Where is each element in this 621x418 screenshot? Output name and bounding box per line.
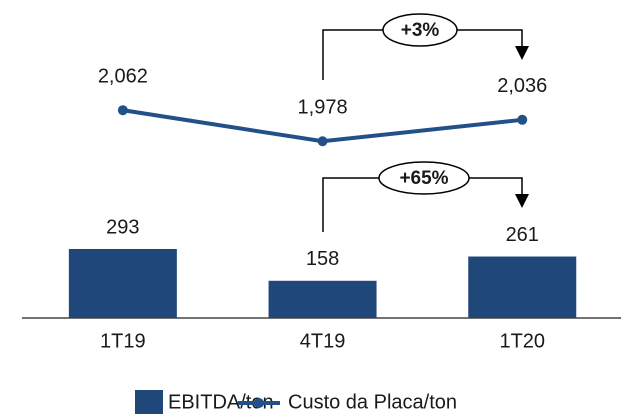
legend-swatch xyxy=(135,390,163,414)
x-tick-label: 1T20 xyxy=(499,330,545,352)
line-point xyxy=(117,105,128,116)
line-point xyxy=(317,136,328,147)
x-tick-label: 1T19 xyxy=(100,330,146,352)
bar xyxy=(468,256,577,318)
data-label: 293 xyxy=(106,216,139,238)
bar xyxy=(268,280,377,318)
data-label: 1,978 xyxy=(298,97,348,119)
annotation: +3% xyxy=(401,20,440,41)
data-label: 261 xyxy=(506,224,539,246)
legend-label: Custo da Placa/ton xyxy=(288,391,457,413)
data-label: 2,036 xyxy=(497,75,547,97)
x-tick-label: 4T19 xyxy=(300,330,346,352)
annotation-bubble xyxy=(382,13,458,47)
legend-swatch xyxy=(254,398,264,408)
data-label: 2,062 xyxy=(98,65,148,87)
bar xyxy=(68,248,177,318)
legend-label: EBITDA/ton xyxy=(168,391,274,413)
line-point xyxy=(517,114,528,125)
annotation-bubble xyxy=(378,161,470,195)
annotation: +65% xyxy=(399,168,448,189)
data-label: 158 xyxy=(306,248,339,270)
